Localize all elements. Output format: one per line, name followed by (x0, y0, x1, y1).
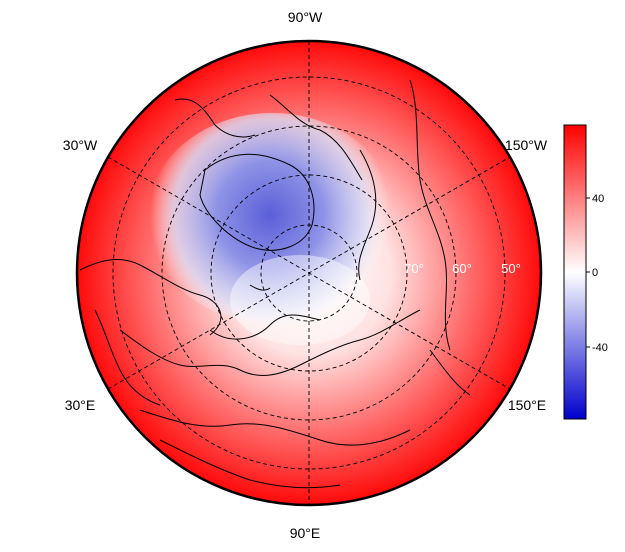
map-border (75, 39, 543, 507)
lat-label-70: 70° (404, 261, 424, 276)
coastlines (79, 79, 471, 489)
colorbar-tick-40: 40 (592, 193, 604, 205)
colorbar-tick-minus40: -40 (592, 342, 608, 354)
lat-label-60: 60° (452, 261, 472, 276)
graticule (107, 41, 511, 505)
lon-label-150e: 150°E (508, 397, 546, 413)
colorbar: 40 0 -40 (563, 124, 608, 420)
lon-label-90e: 90°E (290, 525, 321, 541)
colorbar-gradient (563, 124, 587, 420)
lon-label-30e: 30°E (65, 397, 96, 413)
colorbar-tick-0: 0 (592, 267, 598, 279)
lat-label-50: 50° (501, 261, 521, 276)
lon-label-150w: 150°W (505, 137, 548, 153)
lon-label-90w: 90°W (288, 9, 323, 25)
lon-label-30w: 30°W (63, 137, 98, 153)
